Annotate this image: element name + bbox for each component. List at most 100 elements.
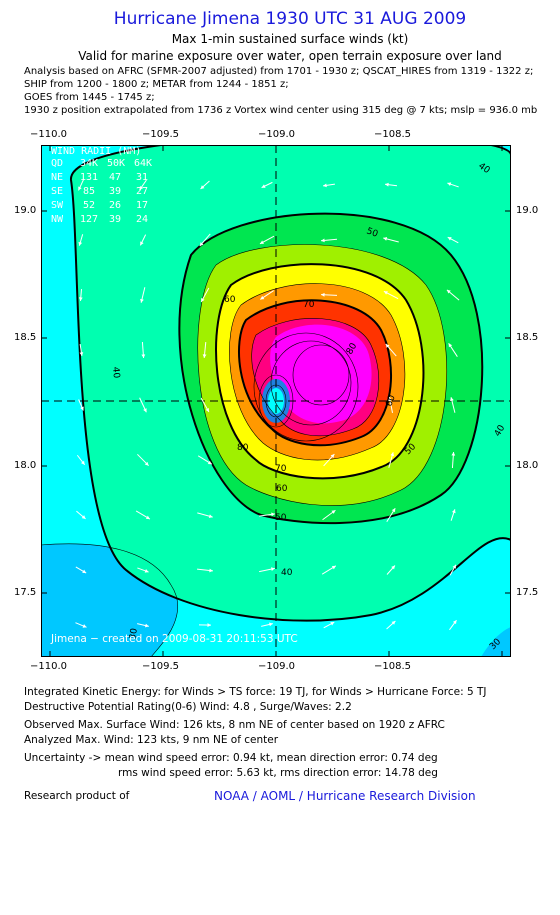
- contour-label: 60: [384, 394, 397, 408]
- wind-radii-quadrant: SW: [51, 200, 64, 211]
- wind-radii-64k: 24: [136, 214, 148, 225]
- wind-arrow-head: [391, 565, 395, 570]
- research-label: Research product of: [24, 790, 130, 802]
- subtitle-winds: Max 1-min sustained surface winds (kt): [171, 32, 409, 46]
- lon-tick-label: −109.5: [142, 661, 180, 672]
- wind-arrow-head: [145, 515, 150, 520]
- wind-arrow-head: [447, 182, 452, 187]
- wind-radii-title: WIND RADII (NM): [51, 146, 141, 157]
- axis-ticks: [41, 145, 511, 657]
- wind-field-map: 30 30 40 40 40 40 50 50 50 60 60 60 70 7…: [41, 145, 511, 657]
- wind-radii-header: QD: [51, 158, 63, 169]
- lat-tick-label: 19.0: [14, 205, 37, 216]
- wind-arrow-head: [141, 354, 146, 358]
- lon-tick-label: −110.0: [30, 129, 68, 140]
- analysis-line: SHIP from 1200 - 1800 z; METAR from 1244…: [24, 79, 289, 90]
- wind-arrow-head: [200, 185, 205, 190]
- wind-arrow-head: [447, 237, 452, 241]
- subtitle-exposure: Valid for marine exposure over water, op…: [78, 49, 502, 63]
- wind-arrow-head: [323, 183, 327, 188]
- lat-tick-label: 18.5: [14, 332, 37, 343]
- wind-arrow-head: [140, 298, 144, 303]
- wind-radii-50k: 47: [109, 172, 121, 183]
- wind-arrow-head: [199, 242, 204, 247]
- wind-arrow-head: [78, 241, 83, 246]
- wind-radii-quadrant: SE: [51, 186, 63, 197]
- contour-label: 60: [276, 484, 288, 494]
- lon-tick-label: −109.5: [142, 129, 180, 140]
- dpr-line: Destructive Potential Rating(0-6) Wind: …: [24, 701, 352, 713]
- lat-tick-label: 17.5: [516, 587, 539, 598]
- wind-arrow-head: [207, 460, 212, 465]
- wind-radii-table: WIND RADII (NM) QD 34K 50K 64K NE 131 47…: [51, 146, 152, 225]
- wind-arrow-head: [446, 289, 451, 294]
- contour-label: 70: [275, 464, 287, 474]
- wind-arrow-head: [202, 354, 207, 358]
- wind-radii-50k: 39: [109, 214, 121, 225]
- contour-label: 80: [237, 443, 249, 453]
- contour-label: 50: [275, 513, 287, 523]
- wind-radii-64k: 27: [136, 186, 148, 197]
- wind-arrows: [75, 179, 460, 631]
- wind-arrow-head: [205, 407, 209, 412]
- wind-arrow-head: [391, 620, 396, 625]
- analyzed-max-wind: Analyzed Max. Wind: 123 kts, 9 nm NE of …: [24, 734, 279, 746]
- wind-arrow-head: [385, 343, 390, 348]
- contour-label: 40: [110, 366, 121, 379]
- wind-arrow-head: [330, 622, 335, 626]
- wind-band-below-30: [481, 627, 511, 657]
- wind-arrow-head: [388, 397, 393, 401]
- wind-arrow-head: [81, 460, 85, 465]
- wind-radii-34k: 52: [83, 200, 95, 211]
- wind-arrow-head: [271, 567, 275, 571]
- wind-arrow-head: [391, 508, 396, 513]
- lon-tick-label: −110.0: [30, 661, 68, 672]
- contour-labels: 30 30 40 40 40 40 50 50 50 60 60 60 70 7…: [110, 161, 507, 652]
- wind-arrow-head: [140, 241, 144, 246]
- wind-arrow-head: [452, 620, 457, 625]
- lat-tick-label: 18.0: [14, 460, 37, 471]
- lon-tick-label: −109.0: [258, 661, 296, 672]
- analysis-line: Analysis based on AFRC (SFMR-2007 adjust…: [24, 66, 534, 77]
- wind-arrow-head: [260, 295, 265, 300]
- wind-radii-34k: 85: [83, 186, 95, 197]
- lat-tick-label: 18.5: [516, 332, 539, 343]
- wind-radii-64k: 31: [136, 172, 148, 183]
- wind-arrow-head: [271, 512, 275, 517]
- analysis-line: GOES from 1445 - 1745 z;: [24, 92, 155, 103]
- page-title: Hurricane Jimena 1930 UTC 31 AUG 2009: [113, 9, 467, 29]
- lat-tick-label: 17.5: [14, 587, 37, 598]
- research-org-link[interactable]: NOAA / AOML / Hurricane Research Divisio…: [214, 789, 476, 803]
- wind-radii-34k: 127: [80, 214, 98, 225]
- wind-radii-64k: 17: [136, 200, 148, 211]
- wind-arrow-head: [330, 454, 335, 458]
- wind-arrow-head: [144, 569, 149, 573]
- uncertainty-line: rms wind speed error: 5.63 kt, rms direc…: [118, 767, 438, 779]
- wind-arrow-head: [451, 509, 456, 514]
- wind-arrow-head: [383, 237, 388, 241]
- wind-arrow-head: [82, 624, 87, 628]
- observed-max-wind: Observed Max. Surface Wind: 126 kts, 8 n…: [24, 719, 445, 731]
- wind-arrow-head: [143, 408, 147, 413]
- lat-tick-label: 18.0: [516, 460, 539, 471]
- wind-arrow-head: [321, 292, 325, 297]
- contour-label: 50: [365, 226, 379, 239]
- lon-tick-label: −109.0: [258, 129, 296, 140]
- wind-arrow-head: [321, 238, 325, 243]
- wind-arrow-head: [268, 622, 273, 627]
- wind-arrow-head: [331, 565, 336, 570]
- wind-arrow-head: [78, 297, 83, 301]
- wind-band-110: [270, 324, 372, 424]
- wind-radii-50k: 26: [109, 200, 121, 211]
- wind-arrow-head: [208, 514, 213, 519]
- wind-arrow-head: [80, 406, 84, 411]
- lat-tick-label: 19.0: [516, 205, 539, 216]
- wind-arrow-head: [259, 240, 264, 244]
- wind-arrow-head: [385, 182, 389, 187]
- wind-arrow-head: [79, 352, 84, 356]
- wind-arrow-head: [201, 298, 205, 303]
- wind-arrow-head: [450, 397, 454, 402]
- wind-arrow-head: [452, 564, 456, 569]
- wind-arrow-head: [331, 510, 336, 514]
- contour-label: 30: [128, 627, 140, 640]
